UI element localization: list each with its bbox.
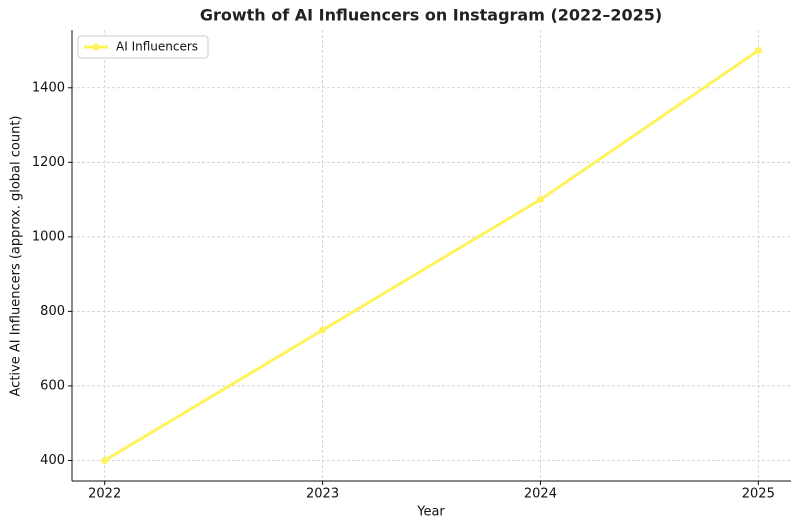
y-tick-label: 800 [40, 304, 65, 319]
x-axis-label: Year [416, 505, 445, 520]
y-axis-label: Active AI Influencers (approx. global co… [9, 116, 24, 397]
point [319, 326, 327, 334]
x-tick-label: 2024 [524, 487, 557, 502]
point [536, 196, 544, 204]
legend-label: AI Influencers [116, 40, 198, 54]
x-tick-label: 2023 [306, 487, 339, 502]
chart-title: Growth of AI Influencers on Instagram (2… [200, 6, 662, 25]
series-line [103, 49, 760, 462]
y-tick-label: 1000 [32, 229, 65, 244]
point [101, 457, 109, 464]
legend-box [77, 35, 209, 59]
y-tick-label: 400 [40, 453, 65, 468]
y-tick-label: 600 [40, 378, 65, 393]
x-tick-label: 2022 [88, 487, 121, 502]
x-tick-label: 2025 [742, 487, 775, 502]
y-tick-label: 1200 [32, 155, 65, 170]
point [754, 47, 762, 54]
legend-marker [92, 43, 100, 51]
y-tick-label: 1400 [32, 80, 65, 95]
